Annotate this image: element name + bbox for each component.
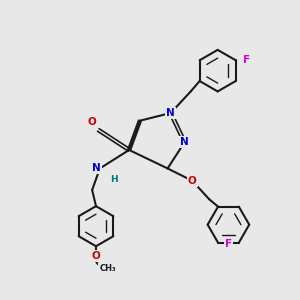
Text: O: O xyxy=(88,117,97,127)
Text: O: O xyxy=(92,251,100,261)
Text: F: F xyxy=(225,239,233,249)
Text: N: N xyxy=(180,137,189,147)
Text: F: F xyxy=(243,55,250,65)
Text: O: O xyxy=(188,176,197,186)
Text: H: H xyxy=(110,175,118,184)
Text: CH₃: CH₃ xyxy=(99,264,116,273)
Text: N: N xyxy=(92,164,101,173)
Text: N: N xyxy=(166,108,175,118)
